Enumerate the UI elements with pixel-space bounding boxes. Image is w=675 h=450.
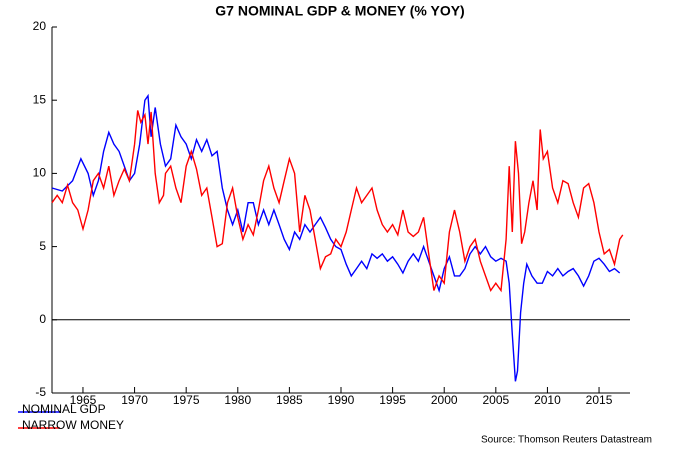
x-tick-label: 2015 [586, 393, 613, 407]
y-tick-label: 5 [39, 239, 46, 253]
y-tick-label: 0 [39, 312, 46, 326]
y-tick-label: 20 [33, 19, 47, 33]
x-tick-label: 1990 [328, 393, 355, 407]
x-tick-label: 1995 [379, 393, 406, 407]
y-tick-label: 15 [33, 92, 47, 106]
series-line [51, 93, 621, 382]
x-tick-label: 1975 [173, 393, 200, 407]
x-tick-label: 2005 [482, 393, 509, 407]
y-tick-label: 10 [33, 166, 47, 180]
legend-label: NARROW MONEY [22, 418, 124, 432]
chart-title: G7 NOMINAL GDP & MONEY (% YOY) [215, 3, 464, 19]
series-line [51, 110, 624, 293]
y-tick-label: -5 [35, 385, 46, 399]
source-note: Source: Thomson Reuters Datastream [481, 435, 652, 446]
x-tick-label: 2000 [431, 393, 458, 407]
x-tick-label: 1985 [276, 393, 303, 407]
x-tick-label: 1970 [121, 393, 148, 407]
legend-label: NOMINAL GDP [22, 402, 106, 416]
x-tick-label: 1965 [70, 393, 97, 407]
x-tick-label: 2010 [534, 393, 561, 407]
x-tick-label: 1980 [224, 393, 251, 407]
